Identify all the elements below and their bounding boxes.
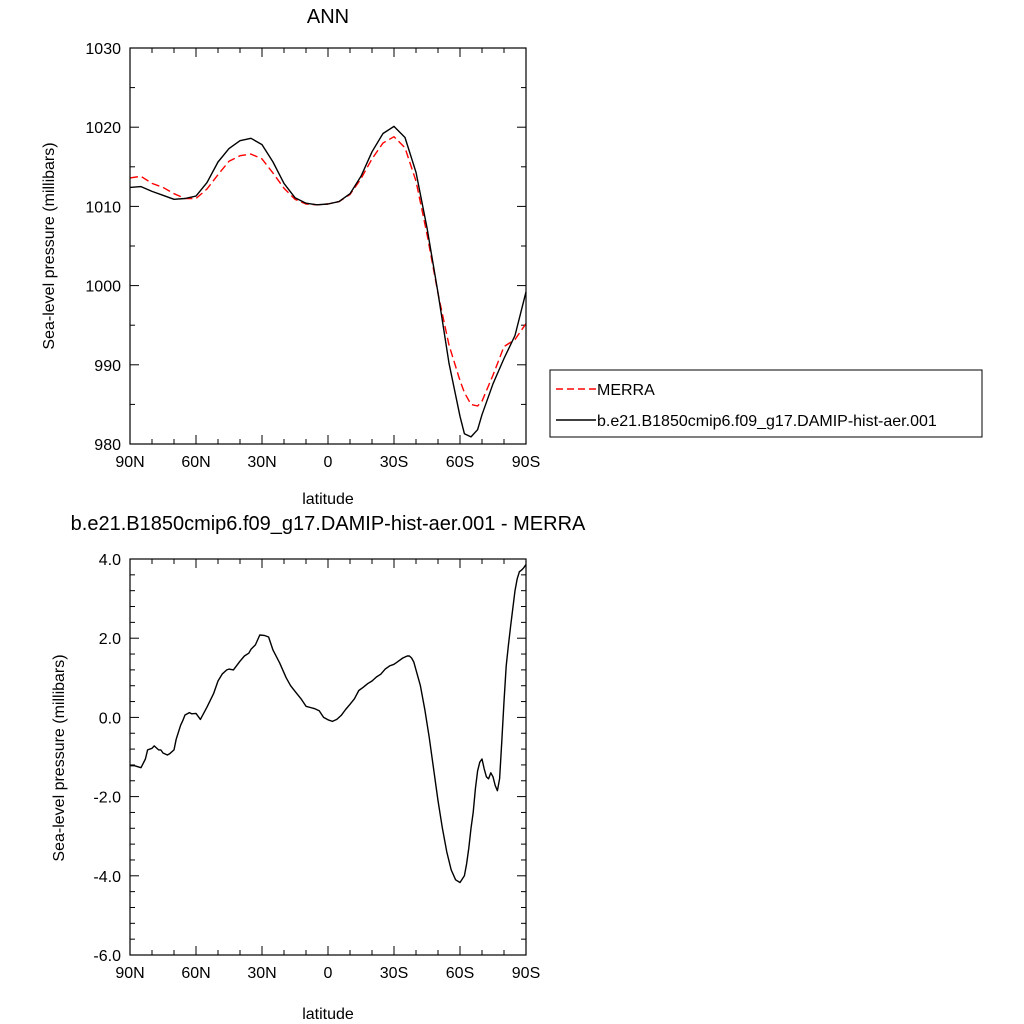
bottom-y-tick-label: -2.0 — [93, 790, 121, 807]
bottom-series-line-0 — [130, 564, 527, 884]
bottom-x-tick-label: 90S — [512, 965, 540, 982]
top-y-tick-label: 1020 — [85, 120, 121, 137]
bottom-x-tick-label: 0 — [324, 965, 333, 982]
top-y-tick-label: 1030 — [85, 41, 121, 58]
bottom-x-tick-label: 90N — [115, 965, 144, 982]
top-y-axis-label: Sea-level pressure (millibars) — [41, 142, 58, 349]
legend-box — [549, 369, 983, 438]
bottom-plot-marks: 90N 60N 30N 0 30S 60S 90S -6.0 -4.0 -2.0 0.0 2.0 4.0 — [93, 552, 540, 982]
bottom-x-tick-label: 60S — [446, 965, 474, 982]
top-x-tick-label: 30N — [247, 454, 276, 471]
bottom-y-tick-label: 4.0 — [99, 552, 121, 569]
legend-label-merra: MERRA — [597, 382, 655, 399]
top-x-tick-label: 90N — [115, 454, 144, 471]
bottom-y-tick-label: -6.0 — [93, 948, 121, 965]
top-x-tick-label: 30S — [380, 454, 408, 471]
top-series-line-0 — [129, 136, 527, 407]
legend-label-model: b.e21.B1850cmip6.f09_g17.DAMIP-hist-aer.… — [597, 413, 937, 430]
top-x-tick-label: 90S — [512, 454, 540, 471]
top-x-tick-label: 0 — [324, 454, 333, 471]
bottom-plot-frame — [129, 558, 527, 956]
top-plot-marks: 90N 60N 30N 0 30S 60S 90S 980 990 1000 1010 1020 103… — [85, 41, 540, 471]
top-x-axis-label: latitude — [302, 491, 354, 508]
top-y-tick-label: 990 — [94, 358, 121, 375]
top-x-tick-label: 60N — [181, 454, 210, 471]
bottom-y-tick-label: 0.0 — [99, 710, 121, 727]
legend: MERRA b.e21.B1850cmip6.f09_g17.DAMIP-his… — [549, 369, 983, 438]
top-panel: ANN Sea-level pressure (millibars) latit… — [41, 6, 540, 508]
bottom-panel: b.e21.B1850cmip6.f09_g17.DAMIP-hist-aer.… — [51, 513, 586, 1023]
top-chart-title: ANN — [307, 6, 349, 28]
bottom-x-tick-label: 30N — [247, 965, 276, 982]
top-series-line-1 — [129, 125, 527, 438]
bottom-x-axis-label: latitude — [302, 1006, 354, 1023]
top-y-tick-label: 1000 — [85, 279, 121, 296]
top-y-tick-label: 980 — [94, 437, 121, 454]
top-y-tick-label: 1010 — [85, 199, 121, 216]
bottom-x-tick-label: 30S — [380, 965, 408, 982]
bottom-y-tick-label: 2.0 — [99, 631, 121, 648]
bottom-y-axis-label: Sea-level pressure (millibars) — [51, 654, 68, 861]
top-x-tick-label: 60S — [446, 454, 474, 471]
bottom-y-tick-label: -4.0 — [93, 869, 121, 886]
top-plot-frame — [129, 47, 527, 445]
bottom-chart-title: b.e21.B1850cmip6.f09_g17.DAMIP-hist-aer.… — [71, 513, 586, 535]
bottom-x-tick-label: 60N — [181, 965, 210, 982]
